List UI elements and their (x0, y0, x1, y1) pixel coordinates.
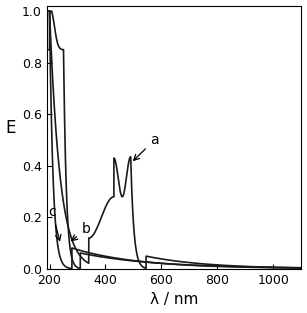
Y-axis label: E: E (6, 120, 16, 137)
X-axis label: λ / nm: λ / nm (150, 292, 198, 307)
Text: a: a (134, 133, 159, 160)
Text: c: c (49, 205, 61, 240)
Text: b: b (72, 222, 90, 241)
